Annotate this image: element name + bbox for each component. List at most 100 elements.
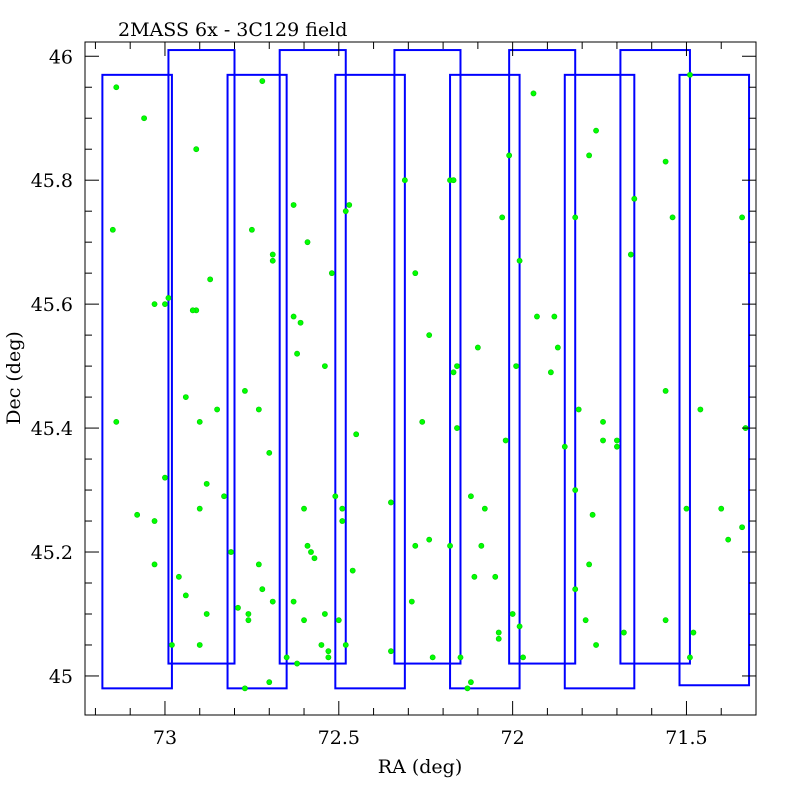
source-point [141,115,148,122]
x-axis-ticks: 73 72.5 72 71.5 [94,42,722,749]
source-point [269,251,276,258]
source-point [614,443,620,450]
source-point [353,431,360,438]
source-point [321,611,328,617]
source-point [269,257,276,264]
source-point [259,586,266,593]
source-point [739,524,745,531]
source-point [739,214,745,221]
source-point [474,344,481,351]
source-point [311,555,318,562]
y-tick-label: 46 [49,46,73,68]
source-point [196,505,203,512]
source-point [582,617,589,624]
source-point [513,363,520,370]
source-point [335,617,342,624]
source-point [134,511,141,518]
source-point [165,295,172,301]
source-point [614,437,620,444]
source-point [193,146,200,153]
source-point [516,257,523,264]
source-point [572,214,579,221]
source-point [169,642,175,648]
source-point [346,202,353,208]
source-point [495,635,502,642]
source-point [468,493,474,500]
source-point [388,648,394,655]
source-point [600,437,606,444]
source-point [266,679,273,686]
source-point [554,344,561,351]
source-point [255,406,262,413]
source-point [468,679,474,686]
source-point [266,449,273,456]
source-point [182,592,189,599]
source-point [662,387,669,394]
source-point [290,598,297,605]
source-point [575,406,582,413]
source-point [189,307,196,314]
source-point [593,642,599,648]
source-point [687,71,693,78]
source-point [203,611,210,617]
source-point [499,214,506,221]
source-point [530,90,537,97]
source-point [687,654,693,661]
source-point [342,642,349,648]
source-point [457,654,464,661]
source-point [162,474,168,481]
source-point [242,387,248,394]
y-tick-label: 45 [49,666,73,688]
source-point [214,406,221,413]
source-point [182,394,189,400]
field-outline-1 [101,73,173,690]
y-axis-ticks: 45 45.2 45.4 45.6 45.8 46 [31,46,756,688]
source-point [454,425,460,431]
source-point [221,493,227,500]
source-point [294,350,300,357]
x-tick-label: 72.5 [318,727,360,749]
source-point [283,654,290,661]
source-point [245,611,252,617]
source-point [196,418,203,425]
source-point [419,418,426,425]
source-point [151,518,158,524]
source-point [304,542,311,549]
source-point [151,301,158,308]
source-point [328,270,335,277]
source-point [697,406,704,413]
source-point [325,648,332,655]
source-point [627,251,634,258]
source-point [290,202,297,208]
source-point [586,561,593,568]
source-point [235,604,241,611]
source-point [255,561,262,568]
source-point [325,654,332,661]
source-point [259,78,266,84]
source-point [429,654,436,661]
source-point [248,226,255,233]
source-point [113,84,120,91]
field-outline-7 [449,73,521,690]
source-point [600,418,606,425]
source-point [426,332,433,339]
source-point [534,313,540,320]
source-point [520,654,526,661]
source-point [175,573,182,580]
source-point [412,270,419,277]
chart-title: 2MASS 6x - 3C129 field [118,19,347,41]
field-outline-11 [678,73,751,687]
source-point [447,542,453,549]
field-outline-5 [334,73,406,690]
x-tick-label: 72 [501,727,525,749]
source-point [502,437,509,444]
source-point [471,573,478,580]
source-points [109,71,749,692]
field-outline-10 [619,49,691,665]
source-point [301,617,307,624]
source-point [561,443,568,450]
y-tick-label: 45.6 [31,294,73,316]
field-outlines [101,49,751,690]
y-axis-label: Dec (deg) [3,331,25,425]
